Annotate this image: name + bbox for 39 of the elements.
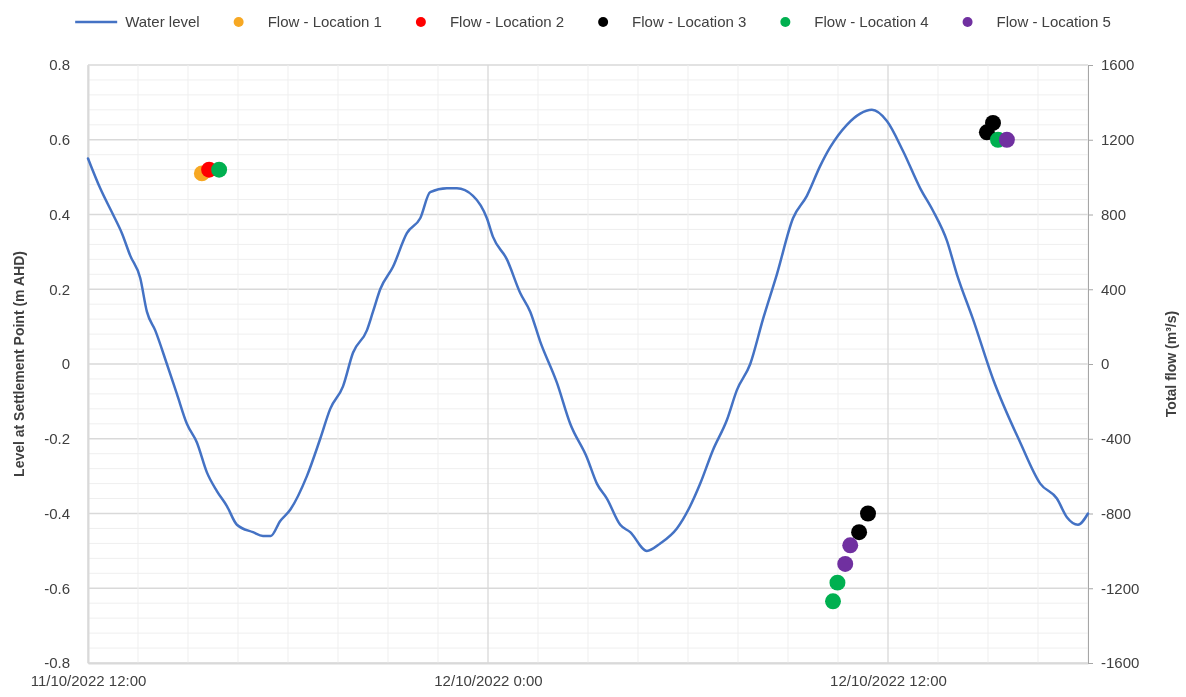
y2-tick-label: 1600 bbox=[1101, 56, 1135, 74]
y-tick-label: -0.4 bbox=[44, 504, 70, 522]
y2-tick-label: -400 bbox=[1101, 430, 1132, 448]
legend-label: Flow - Location 4 bbox=[814, 13, 929, 30]
y-tick-label: 0.2 bbox=[49, 280, 70, 298]
point bbox=[211, 161, 228, 178]
y2-tick-label: -800 bbox=[1101, 504, 1132, 522]
y-tick-label: -0.6 bbox=[44, 579, 70, 597]
y2-tick-label: -1600 bbox=[1101, 654, 1140, 672]
y2-tick-label: 0 bbox=[1101, 355, 1110, 373]
point bbox=[837, 555, 854, 572]
point bbox=[998, 131, 1015, 148]
x-tick-label: 11/10/2022 12:00 bbox=[30, 671, 147, 689]
legend-label: Flow - Location 5 bbox=[996, 13, 1111, 30]
legend-label: Flow - Location 3 bbox=[632, 13, 747, 30]
y2-tick-label: -1200 bbox=[1101, 579, 1140, 597]
x-tick-label: 12/10/2022 0:00 bbox=[434, 671, 543, 689]
y-tick-label: -0.8 bbox=[44, 654, 70, 672]
y-tick-label: -0.2 bbox=[44, 430, 70, 448]
point bbox=[842, 537, 859, 554]
y2-axis-title: Total flow (m³/s) bbox=[1163, 310, 1179, 418]
y2-tick-label: 400 bbox=[1101, 280, 1127, 298]
point bbox=[851, 524, 868, 541]
point bbox=[985, 114, 1001, 131]
y2-tick-label: 800 bbox=[1101, 205, 1127, 223]
point bbox=[829, 574, 846, 591]
legend-label: Flow - Location 2 bbox=[449, 13, 565, 30]
line-series bbox=[86, 108, 1090, 553]
y-axis-title: Level at Settlement Point (m AHD) bbox=[11, 251, 27, 477]
y-tick-label: 0 bbox=[61, 355, 70, 373]
y2-tick-label: 1200 bbox=[1101, 131, 1135, 149]
y-tick-label: 0.6 bbox=[49, 131, 70, 149]
point bbox=[825, 593, 841, 610]
x-tick-label: 12/10/2022 12:00 bbox=[830, 671, 947, 689]
legend-label: Flow - Location 1 bbox=[267, 13, 382, 30]
point bbox=[860, 505, 876, 522]
y-tick-label: 0.8 bbox=[49, 56, 70, 74]
y-tick-label: 0.4 bbox=[49, 205, 70, 223]
legend-label: Water level bbox=[125, 13, 200, 30]
